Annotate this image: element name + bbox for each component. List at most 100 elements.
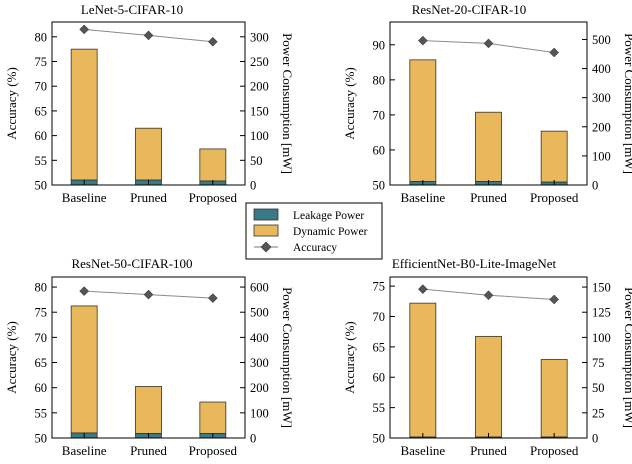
accuracy-marker	[417, 35, 428, 46]
y-axis-label: Accuracy (%)	[4, 321, 19, 394]
chart-panel-resnet20: 50 60 70 80 90 0 100 200 300 400 500 Baseline Pruned…	[342, 21, 632, 205]
y-tick-label: 50	[35, 432, 48, 446]
y-tick-label: 75	[373, 280, 386, 294]
panel-title-resnet20: ResNet-20-CIFAR-10	[412, 2, 527, 17]
y-tick-label: 50	[373, 179, 386, 193]
accuracy-marker	[143, 289, 154, 300]
y-axis-label: Accuracy (%)	[342, 67, 357, 140]
x-tick-label: Baseline	[62, 443, 107, 458]
y2-axis-label: Power Consumption [mW]	[622, 287, 632, 428]
y-tick-label: 90	[373, 38, 386, 52]
x-tick-label: Baseline	[400, 443, 445, 458]
y-axis-label: Accuracy (%)	[342, 321, 357, 394]
bar-dynamic-power	[409, 59, 437, 182]
x-tick-label: Baseline	[62, 190, 107, 205]
y2-tick-label: 400	[250, 331, 269, 345]
y2-tick-label: 100	[592, 149, 611, 163]
chart-panel-lenet: 50 55 60 65 70 75 80 0 50 100 150 200 250 300 Baseline…	[4, 21, 295, 205]
bar-dynamic-power	[199, 401, 227, 434]
y2-axis-label: Power Consumption [mW]	[622, 33, 632, 174]
legend-label-leakage: Leakage Power	[293, 210, 364, 222]
y2-tick-label: 300	[250, 30, 269, 44]
y2-tick-label: 150	[592, 281, 611, 295]
y2-tick-label: 150	[250, 104, 269, 118]
y-tick-label: 70	[373, 108, 386, 122]
x-tick-label: Baseline	[400, 190, 445, 205]
bar-dynamic-power	[70, 305, 98, 434]
accuracy-marker	[549, 47, 560, 58]
legend-swatch-dynamic	[253, 224, 279, 237]
y2-tick-label: 200	[592, 120, 611, 134]
x-tick-label: Proposed	[189, 443, 238, 458]
y-tick-label: 75	[35, 55, 48, 69]
y2-tick-label: 0	[592, 432, 598, 446]
y2-tick-label: 125	[592, 306, 611, 320]
y2-tick-label: 100	[250, 129, 269, 143]
y-tick-label: 60	[373, 371, 386, 385]
y-tick-label: 60	[35, 129, 48, 143]
y2-tick-label: 250	[250, 55, 269, 69]
y-tick-label: 55	[35, 154, 48, 168]
bar-dynamic-power	[409, 302, 437, 438]
accuracy-marker	[483, 290, 494, 301]
y-tick-label: 80	[373, 73, 386, 87]
panel-title-efficientnet: EfficientNet-B0-Lite-ImageNet	[392, 256, 557, 271]
legend-label-dynamic: Dynamic Power	[293, 226, 368, 238]
y-tick-label: 70	[373, 310, 386, 324]
y-tick-label: 65	[373, 340, 386, 354]
y2-tick-label: 300	[250, 356, 269, 370]
y-tick-label: 55	[373, 401, 386, 415]
y2-tick-label: 0	[250, 179, 256, 193]
accuracy-marker	[417, 284, 428, 295]
y-tick-label: 80	[35, 281, 48, 295]
bar-dynamic-power	[475, 335, 502, 438]
bar-dynamic-power	[475, 111, 502, 182]
accuracy-marker	[143, 30, 154, 41]
y2-tick-label: 0	[592, 179, 598, 193]
y2-tick-label: 25	[592, 406, 605, 420]
x-tick-label: Proposed	[189, 190, 238, 205]
y2-tick-label: 50	[250, 154, 263, 168]
legend-marker-accuracy	[260, 241, 272, 253]
y2-tick-label: 200	[250, 80, 269, 94]
bar-dynamic-power	[540, 359, 568, 438]
accuracy-marker	[79, 24, 90, 35]
y-tick-label: 65	[35, 104, 48, 118]
y2-tick-label: 200	[250, 381, 269, 395]
legend-swatch-leakage	[253, 208, 279, 221]
y-tick-label: 65	[35, 356, 48, 370]
y-tick-label: 75	[35, 306, 48, 320]
chart-panel-efficientnet: 50 55 60 65 70 75 0 25 50 75 100 125 150 Baseline Prun…	[342, 276, 632, 458]
y2-tick-label: 75	[592, 356, 605, 370]
y2-tick-label: 400	[592, 62, 611, 76]
y2-tick-label: 50	[592, 381, 605, 395]
x-tick-label: Proposed	[530, 443, 579, 458]
accuracy-marker	[79, 286, 90, 296]
y2-tick-label: 500	[592, 33, 611, 47]
x-tick-label: Proposed	[530, 190, 579, 205]
accuracy-marker	[483, 38, 494, 49]
y-tick-label: 60	[373, 143, 386, 157]
accuracy-marker	[207, 36, 218, 47]
y-axis-label: Accuracy (%)	[4, 67, 19, 140]
bar-dynamic-power	[199, 148, 227, 182]
bar-dynamic-power	[540, 130, 568, 183]
y2-tick-label: 600	[250, 281, 269, 295]
x-tick-label: Pruned	[470, 443, 507, 458]
y-tick-label: 70	[35, 80, 48, 94]
panel-title-lenet: LeNet-5-CIFAR-10	[81, 2, 183, 17]
y-tick-label: 50	[35, 179, 48, 193]
y2-axis-label: Power Consumption [mW]	[280, 287, 295, 428]
bar-dynamic-power	[135, 127, 162, 181]
bar-dynamic-power	[70, 48, 98, 181]
y2-axis-label: Power Consumption [mW]	[280, 33, 295, 174]
y-tick-label: 50	[373, 432, 386, 446]
y2-tick-label: 300	[592, 91, 611, 105]
panel-title-resnet50: ResNet-50-CIFAR-100	[71, 256, 192, 271]
x-tick-label: Pruned	[130, 190, 167, 205]
y2-tick-label: 100	[592, 331, 611, 345]
x-tick-label: Pruned	[470, 190, 507, 205]
y-tick-label: 55	[35, 406, 48, 420]
y2-tick-label: 0	[250, 432, 256, 446]
